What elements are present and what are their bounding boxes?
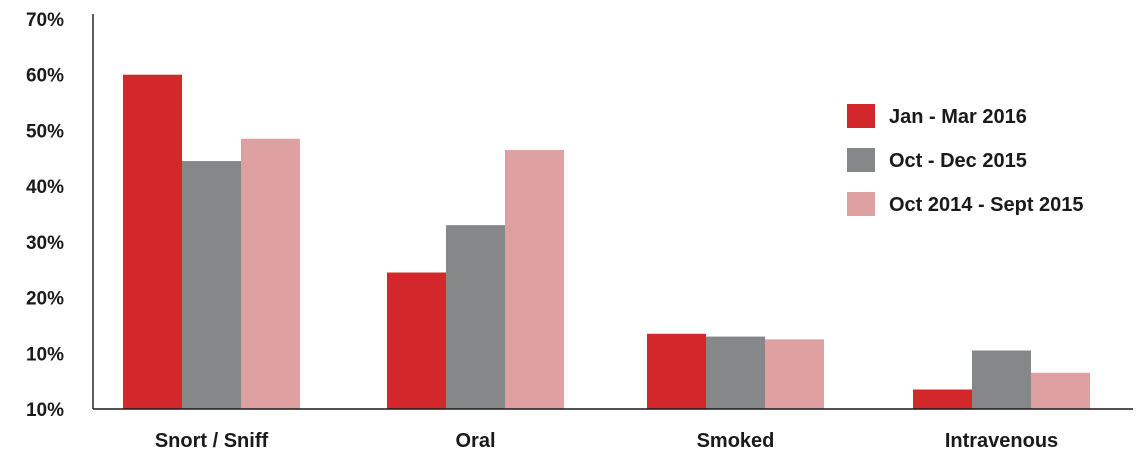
bar-2-2 (765, 339, 824, 409)
legend-swatch (847, 104, 875, 128)
y-tick-label: 60% (26, 66, 64, 87)
category-label: Oral (455, 430, 495, 452)
legend-label: Oct - Dec 2015 (889, 150, 1027, 172)
bar-2-0 (647, 333, 706, 409)
bar-0-2 (241, 138, 300, 410)
bar-3-1 (972, 350, 1031, 409)
bar-0-0 (123, 74, 182, 409)
legend-swatch (847, 148, 875, 172)
legend-label: Oct 2014 - Sept 2015 (889, 194, 1084, 216)
bar-1-0 (387, 272, 446, 409)
y-tick-label: 50% (26, 121, 64, 142)
y-tick-label: 30% (26, 233, 64, 254)
bar-3-2 (1031, 372, 1090, 409)
category-label: Snort / Sniff (155, 430, 269, 452)
legend-swatch (847, 192, 875, 216)
bar-3-0 (913, 389, 972, 409)
legend-label: Jan - Mar 2016 (889, 106, 1027, 128)
bar-2-1 (706, 336, 765, 409)
y-tick-label: 10% (26, 400, 64, 421)
y-tick-label: 10% (26, 344, 64, 365)
y-tick-label: 40% (26, 177, 64, 198)
x-axis-categories: Snort / Sniff Oral Smoked Intravenous (155, 430, 1058, 452)
y-axis-ticks: 10% 10% 20% 30% 40% 50% 60% 70% (26, 10, 64, 421)
bar-1-2 (505, 149, 564, 409)
category-label: Intravenous (945, 430, 1058, 452)
bar-1-1 (446, 225, 505, 409)
category-label: Smoked (697, 430, 775, 452)
y-tick-label: 20% (26, 289, 64, 310)
bars (123, 74, 1090, 410)
y-tick-label: 70% (26, 10, 64, 31)
legend: Jan - Mar 2016 Oct - Dec 2015 Oct 2014 - S… (847, 104, 1084, 216)
bar-0-1 (182, 161, 241, 409)
